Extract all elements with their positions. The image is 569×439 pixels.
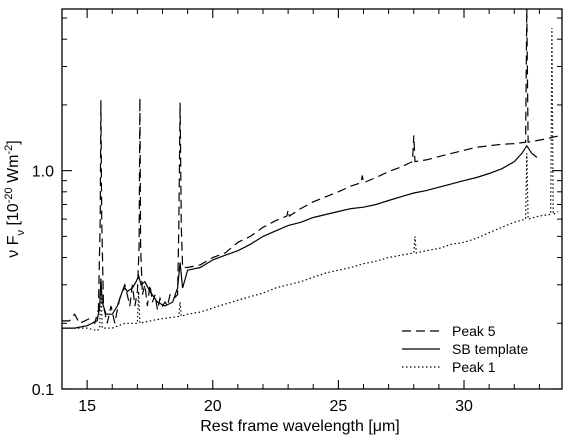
series-layer — [62, 8, 559, 332]
x-tick-label: 30 — [455, 398, 473, 415]
y-tick-label: 0.1 — [32, 382, 54, 399]
y-axis-label: ν Fν [10-20 Wm-2] — [3, 140, 27, 257]
y-axis-label-part: -20 — [3, 187, 15, 203]
y-axis-label-part: -2 — [3, 145, 15, 155]
legend: Peak 5 SB template Peak 1 — [402, 323, 528, 375]
x-tick-label: 15 — [78, 398, 96, 415]
legend-label-3: Peak 1 — [452, 359, 496, 375]
x-tick-label: 25 — [329, 398, 347, 415]
series-line-1 — [62, 8, 559, 325]
y-axis-label-part: ν — [15, 229, 27, 235]
legend-label-2: SB template — [452, 341, 528, 357]
axis-ticks: 15 20 25 30 0.1 1.0 — [32, 9, 562, 415]
y-tick-label: 1.0 — [32, 164, 54, 181]
series-line-3 — [62, 27, 559, 332]
y-axis-label-part: [10 — [5, 203, 22, 230]
series-line-2 — [62, 144, 538, 329]
x-axis-label: Rest frame wavelength [μm] — [200, 418, 400, 435]
legend-label-1: Peak 5 — [452, 323, 496, 339]
x-tick-label: 20 — [204, 398, 222, 415]
y-axis-label-part: Wm — [5, 155, 22, 188]
y-axis-label-part: ] — [5, 140, 22, 144]
plot-frame — [61, 8, 563, 390]
y-axis-label-part: ν F — [5, 235, 22, 257]
